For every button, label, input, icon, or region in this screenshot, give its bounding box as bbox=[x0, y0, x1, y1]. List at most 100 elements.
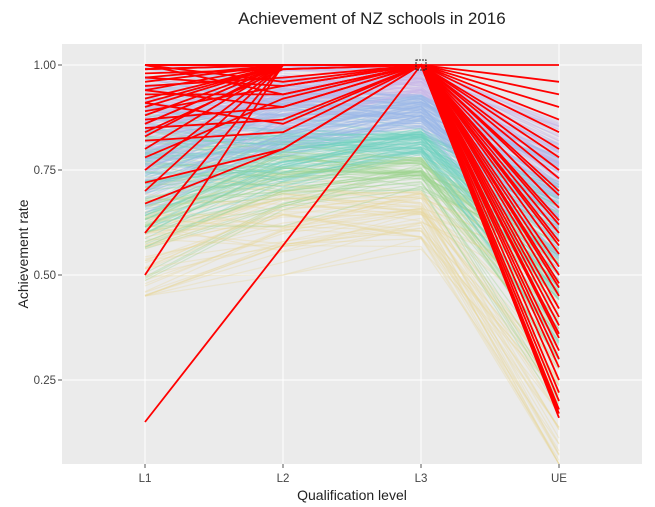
background-series-line bbox=[144, 184, 560, 314]
background-series-line bbox=[144, 248, 560, 394]
background-series-line bbox=[144, 165, 560, 243]
background-series-line bbox=[144, 101, 560, 164]
background-series-line bbox=[144, 176, 560, 232]
background-series-line bbox=[144, 105, 560, 262]
background-series-line bbox=[144, 101, 560, 192]
background-series-line bbox=[144, 158, 560, 293]
background-series-line bbox=[144, 127, 560, 361]
background-series-line bbox=[144, 79, 560, 168]
background-series-line bbox=[144, 152, 560, 358]
background-series-line bbox=[144, 107, 560, 172]
background-series-line bbox=[144, 78, 560, 197]
background-series-line bbox=[144, 190, 560, 381]
background-series-line bbox=[144, 136, 560, 217]
highlighted-series-line[interactable] bbox=[144, 63, 560, 247]
background-series-line bbox=[144, 107, 560, 194]
chart-title: Achievement of NZ schools in 2016 bbox=[238, 9, 505, 28]
background-series-line bbox=[144, 80, 560, 186]
background-series-line bbox=[144, 114, 560, 188]
background-series-line bbox=[144, 208, 560, 455]
background-series-line bbox=[144, 71, 560, 145]
highlighted-series-line[interactable] bbox=[144, 63, 560, 339]
highlighted-series-line[interactable] bbox=[144, 64, 560, 410]
background-series-line bbox=[144, 183, 560, 335]
background-series-line bbox=[144, 80, 560, 158]
background-series-line bbox=[144, 114, 560, 207]
background-series-line bbox=[144, 167, 560, 360]
x-tick-label: L3 bbox=[415, 473, 428, 485]
highlighted-series-line[interactable] bbox=[144, 64, 560, 121]
background-series-line bbox=[144, 214, 560, 392]
background-series-line bbox=[144, 119, 560, 225]
background-series-line bbox=[144, 196, 560, 429]
background-series-line bbox=[144, 164, 560, 245]
background-series-line bbox=[144, 181, 560, 351]
background-series-line bbox=[144, 148, 560, 350]
background-series-line bbox=[144, 74, 560, 152]
highlighted-series-line[interactable] bbox=[144, 63, 560, 234]
background-series-line bbox=[144, 213, 560, 465]
background-series-line bbox=[144, 151, 560, 260]
highlighted-series-line[interactable] bbox=[144, 63, 560, 297]
background-series-line bbox=[144, 65, 560, 134]
highlighted-series-line[interactable] bbox=[144, 64, 560, 368]
y-tick-label: 0.50 bbox=[34, 270, 56, 282]
background-series-line bbox=[144, 171, 560, 336]
highlighted-series-line[interactable] bbox=[144, 63, 560, 360]
highlighted-series-line[interactable] bbox=[144, 64, 560, 196]
background-series-line bbox=[144, 153, 560, 387]
highlighted-series bbox=[144, 59, 560, 423]
background-series-line bbox=[144, 211, 560, 444]
background-series-line bbox=[144, 193, 560, 385]
background-series-line bbox=[144, 167, 560, 358]
background-series-line bbox=[144, 130, 560, 203]
background-series-line bbox=[144, 185, 560, 411]
x-tick-label: UE bbox=[551, 473, 567, 485]
background-series-line bbox=[144, 103, 560, 189]
background-series-line bbox=[144, 98, 560, 164]
background-series-line bbox=[144, 129, 560, 185]
background-series-line bbox=[144, 81, 560, 153]
x-tick-label: L2 bbox=[277, 473, 290, 485]
background-series-line bbox=[144, 208, 560, 383]
background-series-line bbox=[144, 155, 560, 329]
background-series-line bbox=[144, 229, 560, 396]
background-series-line bbox=[144, 159, 560, 355]
background-series-line bbox=[144, 163, 560, 341]
background-series-line bbox=[144, 169, 560, 320]
background-series-line bbox=[144, 105, 560, 206]
background-series-line bbox=[144, 207, 560, 415]
background-series-line bbox=[144, 176, 560, 337]
background-series-line bbox=[144, 97, 560, 246]
background-series-line bbox=[144, 213, 560, 330]
background-series-line bbox=[144, 188, 560, 402]
y-tick-label: 0.25 bbox=[34, 375, 56, 387]
background-series-line bbox=[144, 153, 560, 366]
background-series-line bbox=[144, 205, 560, 380]
background-series-line bbox=[144, 193, 560, 312]
background-series-line bbox=[144, 118, 560, 215]
background-series-line bbox=[144, 225, 560, 364]
background-series-line bbox=[144, 222, 560, 452]
highlighted-series-line[interactable] bbox=[144, 63, 560, 318]
background-series-line bbox=[144, 190, 560, 320]
background-series-line bbox=[144, 221, 560, 280]
y-tick-label: 0.75 bbox=[34, 165, 56, 177]
background-series-line bbox=[144, 170, 560, 335]
background-series-line bbox=[144, 161, 560, 395]
background-series-line bbox=[144, 96, 560, 201]
background-series-line bbox=[144, 77, 560, 174]
x-tick-label: L1 bbox=[139, 473, 152, 485]
background-series-line bbox=[144, 117, 560, 205]
background-series-line bbox=[144, 114, 560, 207]
background-series-line bbox=[144, 213, 560, 413]
background-series-line bbox=[144, 197, 560, 258]
background-series-line bbox=[144, 94, 560, 183]
background-series-line bbox=[144, 87, 560, 183]
highlighted-series-line[interactable] bbox=[144, 64, 560, 96]
background-series-line bbox=[144, 153, 560, 339]
background-series-line bbox=[144, 193, 560, 396]
background-series-line bbox=[144, 82, 560, 195]
background-series-line bbox=[144, 160, 560, 329]
